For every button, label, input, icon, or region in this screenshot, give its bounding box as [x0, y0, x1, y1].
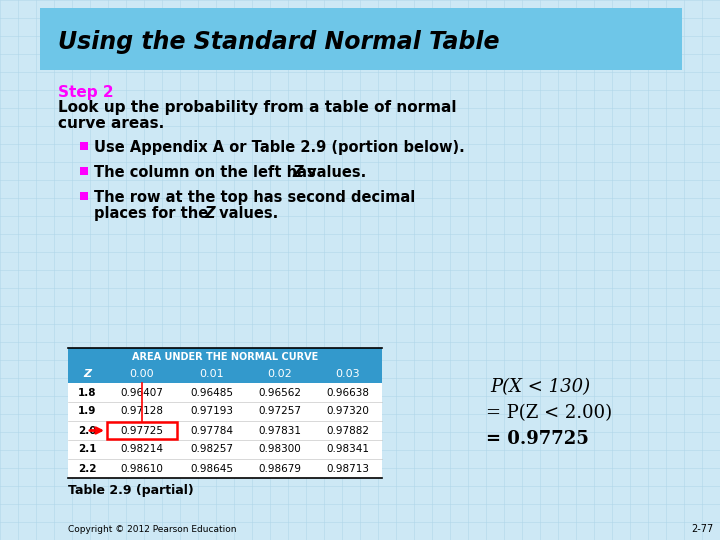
Bar [68, 348, 382, 365]
Text: 0.98679: 0.98679 [258, 463, 302, 474]
Text: 1.9: 1.9 [78, 407, 96, 416]
Text: 0.97257: 0.97257 [258, 407, 302, 416]
Text: values.: values. [302, 165, 366, 180]
Text: 0.96485: 0.96485 [191, 388, 233, 397]
Text: 0.97128: 0.97128 [120, 407, 163, 416]
Text: 0.98257: 0.98257 [191, 444, 233, 455]
Text: Look up the probability from a table of normal: Look up the probability from a table of … [58, 100, 456, 115]
Text: 0.98610: 0.98610 [120, 463, 163, 474]
Text: Step 2: Step 2 [58, 85, 114, 100]
Bar [106, 365, 178, 383]
Text: 0.98300: 0.98300 [258, 444, 302, 455]
Bar [68, 402, 382, 421]
Text: 0.00: 0.00 [130, 369, 154, 379]
Bar [107, 422, 177, 439]
Text: 0.02: 0.02 [268, 369, 292, 379]
Text: 2.0: 2.0 [78, 426, 96, 435]
Text: 0.98214: 0.98214 [120, 444, 163, 455]
Text: Z: Z [292, 165, 302, 180]
Text: 0.03: 0.03 [336, 369, 360, 379]
Bar [80, 192, 88, 200]
Text: 0.97882: 0.97882 [326, 426, 369, 435]
Bar [68, 383, 382, 402]
Text: = P(Z < 2.00): = P(Z < 2.00) [486, 404, 612, 422]
Text: 0.01: 0.01 [199, 369, 225, 379]
Text: = 0.97725: = 0.97725 [486, 430, 589, 448]
Text: The row at the top has second decimal: The row at the top has second decimal [94, 190, 415, 205]
Text: 0.97320: 0.97320 [327, 407, 369, 416]
Text: Using the Standard Normal Table: Using the Standard Normal Table [58, 30, 500, 54]
Text: P(X < 130): P(X < 130) [490, 378, 590, 396]
Text: 0.96638: 0.96638 [326, 388, 369, 397]
Text: places for the: places for the [94, 206, 213, 221]
Text: Table 2.9 (partial): Table 2.9 (partial) [68, 484, 194, 497]
Text: values.: values. [214, 206, 278, 221]
Text: The column on the left has: The column on the left has [94, 165, 321, 180]
Text: 0.97831: 0.97831 [258, 426, 302, 435]
Text: 2.2: 2.2 [78, 463, 96, 474]
Bar [68, 365, 106, 383]
Text: 0.97784: 0.97784 [191, 426, 233, 435]
Text: Z: Z [83, 369, 91, 379]
Bar [68, 440, 382, 459]
Text: 1.8: 1.8 [78, 388, 96, 397]
Text: Copyright © 2012 Pearson Education: Copyright © 2012 Pearson Education [68, 525, 236, 534]
Text: Use Appendix A or Table 2.9 (portion below).: Use Appendix A or Table 2.9 (portion bel… [94, 140, 464, 155]
Text: 0.97725: 0.97725 [120, 426, 163, 435]
Text: 2-77: 2-77 [692, 524, 714, 534]
Text: 2.1: 2.1 [78, 444, 96, 455]
Bar [68, 421, 382, 440]
Text: 0.98713: 0.98713 [326, 463, 369, 474]
Bar [68, 459, 382, 478]
Text: 0.98645: 0.98645 [191, 463, 233, 474]
Bar [80, 167, 88, 175]
Bar [178, 365, 246, 383]
Text: 0.96407: 0.96407 [120, 388, 163, 397]
Bar [314, 365, 382, 383]
Text: AREA UNDER THE NORMAL CURVE: AREA UNDER THE NORMAL CURVE [132, 352, 318, 361]
Text: Z: Z [204, 206, 215, 221]
Text: 0.97193: 0.97193 [191, 407, 233, 416]
Text: 0.96562: 0.96562 [258, 388, 302, 397]
Bar [246, 365, 314, 383]
Text: curve areas.: curve areas. [58, 116, 164, 131]
Bar [40, 8, 682, 70]
Bar [80, 142, 88, 150]
Text: 0.98341: 0.98341 [326, 444, 369, 455]
